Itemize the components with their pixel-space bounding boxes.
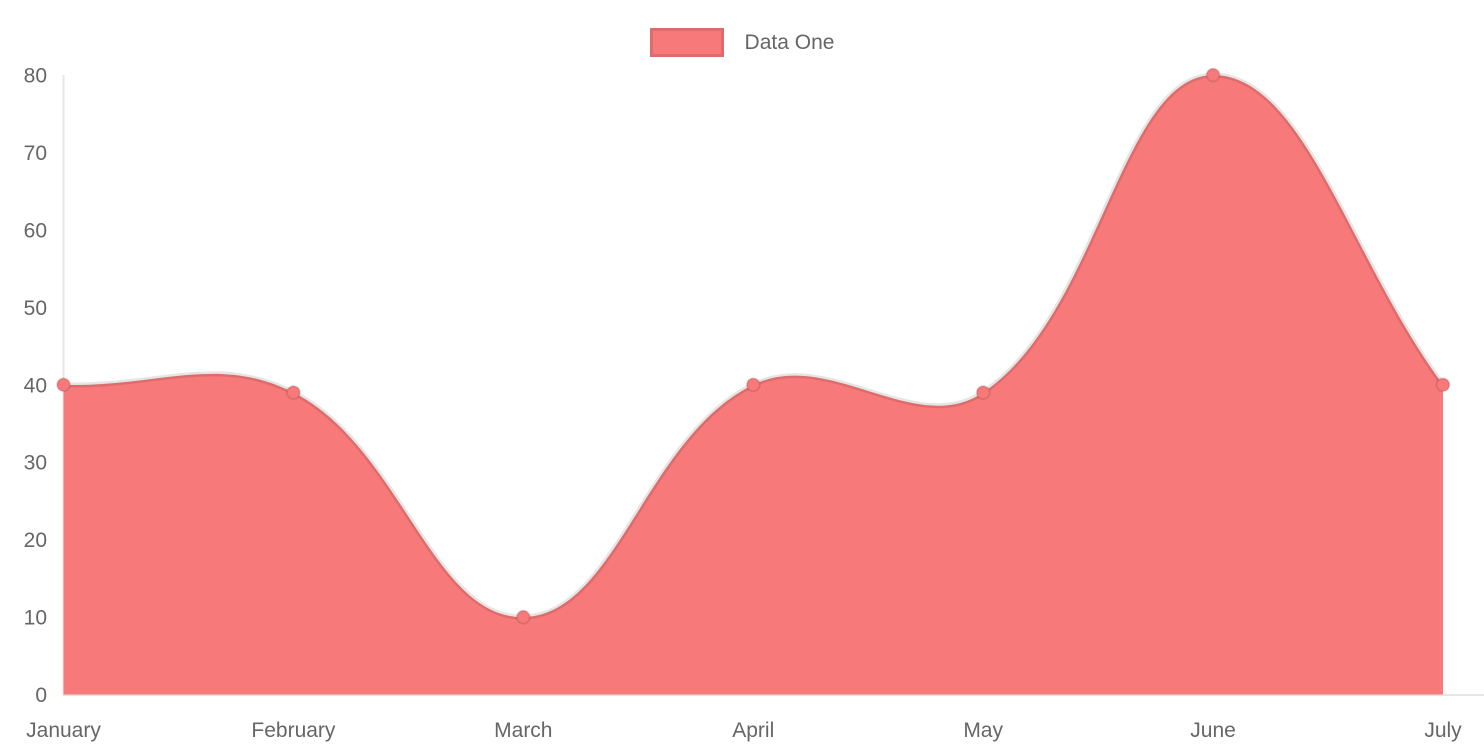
data-point[interactable] <box>285 384 301 400</box>
data-point[interactable] <box>1435 377 1451 393</box>
data-point[interactable] <box>975 384 991 400</box>
x-tick-label: June <box>1190 719 1236 742</box>
y-tick-label: 50 <box>24 297 47 320</box>
y-tick-label: 40 <box>24 374 47 397</box>
line-stroke <box>63 72 1446 620</box>
x-tick-label: January <box>26 719 101 742</box>
data-point[interactable] <box>56 377 71 393</box>
legend-color-swatch <box>649 28 724 57</box>
data-point[interactable] <box>1205 67 1221 83</box>
data-point[interactable] <box>745 377 761 393</box>
x-tick-label: May <box>963 719 1003 742</box>
y-tick-label: 30 <box>24 452 47 475</box>
y-tick-label: 80 <box>24 65 47 88</box>
legend-label: Data One <box>744 30 835 54</box>
x-tick-label: February <box>251 719 336 742</box>
data-point[interactable] <box>515 609 531 625</box>
chart-legend[interactable]: Data One <box>0 28 1484 57</box>
y-tick-label: 0 <box>35 684 47 707</box>
x-tick-label: April <box>732 719 774 742</box>
x-tick-label: March <box>494 719 552 742</box>
y-tick-label: 20 <box>24 529 47 552</box>
y-tick-label: 70 <box>24 142 47 165</box>
x-tick-label: July <box>1424 719 1462 742</box>
y-tick-label: 10 <box>24 607 47 630</box>
y-tick-label: 60 <box>24 219 47 242</box>
